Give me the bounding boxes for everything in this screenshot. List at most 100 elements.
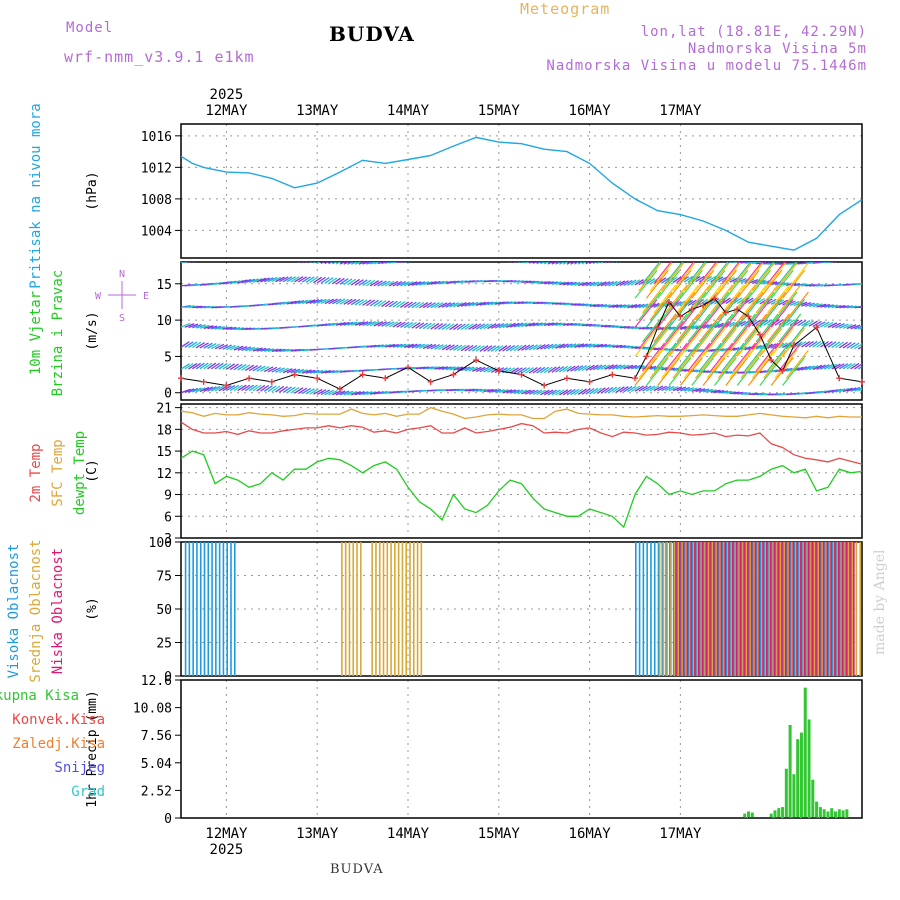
wind-speed-marker bbox=[609, 371, 616, 378]
precip-total-bar bbox=[803, 687, 807, 818]
cloud-mid-bar bbox=[397, 542, 400, 676]
wind-arrow bbox=[494, 389, 505, 393]
wind-arrow bbox=[249, 255, 257, 260]
wind-arrow-strong bbox=[732, 313, 756, 343]
wind-arrow bbox=[335, 390, 346, 396]
wind-arrow bbox=[362, 299, 372, 306]
wind-speed-marker bbox=[768, 357, 775, 364]
wind-arrow bbox=[585, 303, 596, 307]
wind-arrow bbox=[615, 364, 626, 370]
precip-total-bar bbox=[777, 808, 781, 818]
precip-panel bbox=[175, 679, 863, 819]
wind-arrow bbox=[211, 325, 222, 330]
wind-arrow bbox=[388, 343, 399, 348]
wind-arrow bbox=[668, 386, 679, 392]
wind-arrow bbox=[188, 341, 198, 348]
wind-arrow bbox=[324, 389, 335, 396]
wind-arrow bbox=[570, 323, 581, 326]
wind-arrow bbox=[733, 391, 744, 395]
wind-arrow bbox=[392, 321, 402, 328]
wind-arrow bbox=[237, 384, 247, 392]
wind-speed-marker bbox=[790, 342, 797, 349]
wind-arrow bbox=[468, 345, 478, 352]
wind-arrow bbox=[263, 277, 274, 283]
cloud-low-bar bbox=[830, 542, 832, 676]
wind-arrow-strong bbox=[729, 349, 753, 379]
cloud-high-bar bbox=[230, 542, 232, 676]
wind-arrow bbox=[275, 367, 285, 373]
wind-arrow bbox=[812, 303, 823, 308]
wind-arrow-strong bbox=[778, 262, 797, 285]
cloud-high-label: Visoka Oblacnost bbox=[6, 544, 22, 679]
wind-arrow bbox=[608, 344, 619, 348]
wind-arrow bbox=[400, 343, 411, 348]
station-title: BUDVA bbox=[329, 22, 415, 46]
wind-arrow bbox=[593, 343, 604, 348]
precip-total-bar bbox=[799, 732, 803, 818]
wind-arrow bbox=[638, 303, 649, 309]
wind-arrow bbox=[543, 389, 554, 396]
wind-speed-marker bbox=[336, 386, 343, 393]
wind-speed-marker bbox=[700, 302, 707, 309]
station-coordinates: lon,lat (18.81E, 42.29N) bbox=[640, 24, 867, 40]
precip-total-bar bbox=[830, 808, 834, 818]
wind-arrow bbox=[434, 344, 444, 350]
wind-arrow bbox=[479, 345, 489, 352]
wind-arrow-strong bbox=[691, 269, 715, 299]
cloud-mid-bar bbox=[681, 542, 684, 676]
wind-arrow bbox=[426, 343, 437, 350]
wind-arrow bbox=[411, 281, 422, 286]
wind-arrow-strong bbox=[759, 269, 783, 299]
wind-arrow bbox=[574, 388, 584, 396]
wind-arrow bbox=[808, 320, 818, 327]
wind-arrow bbox=[634, 385, 644, 392]
wind-arrow bbox=[396, 321, 406, 328]
wind-arrow bbox=[237, 346, 248, 351]
wind-arrow bbox=[479, 301, 490, 306]
wind-arrow bbox=[294, 299, 305, 305]
cloud-high-bar bbox=[846, 542, 849, 676]
cloud-mid-label: Srednja Oblacnost bbox=[28, 539, 44, 682]
wind-arrow bbox=[381, 300, 391, 308]
wind-arrow bbox=[634, 326, 645, 330]
wind-arrow-strong bbox=[638, 262, 662, 292]
wind-arrow-strong bbox=[740, 262, 764, 292]
wind-arrow bbox=[604, 304, 615, 308]
pressure-line bbox=[180, 136, 863, 251]
wind-arrow bbox=[256, 365, 266, 372]
wind-arrow bbox=[475, 345, 485, 352]
wind-arrow bbox=[566, 343, 577, 349]
y-tick-label: 15 bbox=[156, 278, 172, 293]
wind-arrow bbox=[634, 278, 644, 286]
bottom-day-label: 14MAY bbox=[387, 826, 430, 842]
wind-arrow bbox=[619, 386, 629, 393]
wind-arrow bbox=[581, 281, 592, 287]
wind-speed-marker bbox=[677, 313, 684, 320]
cloud-low-bar bbox=[731, 542, 734, 676]
wind-arrow bbox=[574, 343, 585, 348]
wind-arrow-strong bbox=[740, 349, 764, 379]
wind-arrow bbox=[521, 389, 532, 395]
wind-arrow bbox=[581, 262, 587, 265]
wind-arrow bbox=[581, 388, 591, 395]
wind-arrow bbox=[324, 262, 329, 265]
wind-arrow bbox=[861, 348, 862, 350]
wind-speed-marker bbox=[314, 375, 321, 382]
wind-arrow bbox=[203, 325, 214, 330]
wind-arrow bbox=[324, 370, 335, 374]
cloud-high-bar bbox=[672, 542, 675, 676]
precip-total-bar bbox=[769, 813, 773, 818]
wind-arrow-strong bbox=[687, 313, 711, 343]
cloud-low-bar bbox=[728, 542, 730, 676]
wind-arrow bbox=[324, 277, 334, 284]
wind-arrow bbox=[502, 262, 504, 263]
wind-arrow-strong bbox=[645, 269, 669, 299]
wind-arrow-strong bbox=[710, 313, 734, 343]
wind-arrow bbox=[427, 260, 437, 261]
wind-arrow bbox=[857, 345, 862, 350]
cloud-low-bar bbox=[709, 542, 711, 676]
wind-arrow bbox=[407, 343, 418, 349]
wind-arrow-strong bbox=[695, 262, 719, 292]
wind-arrow bbox=[275, 348, 286, 352]
wind-arrow bbox=[842, 323, 853, 329]
